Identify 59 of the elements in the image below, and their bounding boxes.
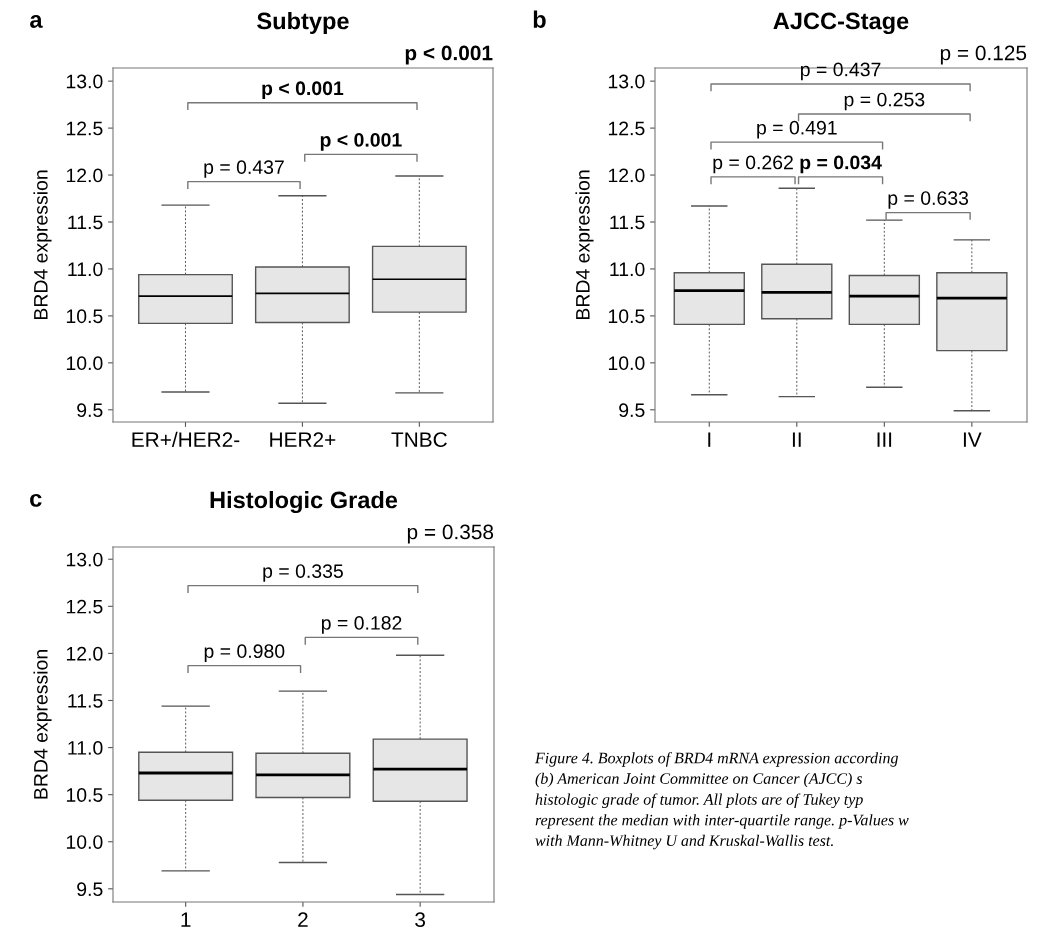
y-tick-label: 11.5 <box>68 694 103 708</box>
y-axis-title: BRD4 expression <box>33 170 52 320</box>
annotation: p = 0.437 <box>204 160 284 178</box>
text: a <box>30 14 43 28</box>
y-tick-label: 11.5 <box>610 215 645 230</box>
y-axis-title: BRD4 expression <box>575 170 594 320</box>
y-tick-label: 11.0 <box>610 262 645 277</box>
text: b <box>533 10 546 28</box>
x-tick-label: HER2+ <box>270 432 336 447</box>
text: p = 0.358 <box>407 524 494 544</box>
y-tick-label: 13.0 <box>66 552 103 567</box>
annotation: p = 0.335 <box>263 564 343 582</box>
chart-title: AJCC-Stage <box>773 12 909 35</box>
y-tick-label: 12.0 <box>66 168 103 183</box>
y-tick-label: 13.0 <box>66 74 103 89</box>
annotation: p = 0.262 <box>713 155 793 174</box>
y-tick-label: 10.5 <box>66 309 103 324</box>
y-tick-label: 10.0 <box>66 835 103 849</box>
chart-title: Histologic Grade <box>210 491 398 514</box>
x-tick-label: I <box>708 432 711 447</box>
x-tick-label: 1 <box>181 912 191 927</box>
y-tick-label: 10.5 <box>66 788 103 802</box>
x-tick-label: III <box>877 432 892 447</box>
text: p = 0.125 <box>940 45 1027 65</box>
y-tick-label: 11.5 <box>68 215 103 230</box>
annotation: p = 0.980 <box>204 644 285 662</box>
x-tick-label: II <box>792 432 801 447</box>
y-tick-label: 12.5 <box>66 599 103 614</box>
x-tick-label: ER+/HER2- <box>132 431 240 448</box>
chart-title: Subtype <box>257 12 349 35</box>
annotation: p = 0.437 <box>801 62 881 81</box>
y-tick-label: 10.0 <box>66 356 103 371</box>
annotation: p = 0.253 <box>844 92 925 111</box>
y-tick-label: 10.5 <box>608 309 645 324</box>
y-tick-label: 13.0 <box>608 74 645 89</box>
text: c <box>30 493 42 507</box>
y-axis-title: BRD4 expression <box>33 650 52 799</box>
y-tick-label: 12.0 <box>66 646 103 661</box>
annotation: p = 0.182 <box>321 616 402 634</box>
caption: Figure 4. Boxplots of BRD4 mRNA expression according (b) American Joint Committee on Cancer (AJCC) s histologic grade of tumor. All plots are of Tukey typ represent the median with inter-quartile range. p-Values w with Mann-Whitney U and Kruskal-Wallis test. <box>534 752 909 850</box>
y-tick-label: 10.0 <box>608 356 645 371</box>
x-tick-label: 3 <box>415 912 426 928</box>
y-tick-label: 11.0 <box>68 262 103 277</box>
y-tick-label: 9.5 <box>77 882 103 897</box>
annotation: p < 0.001 <box>320 133 402 151</box>
annotation: p = 0.491 <box>757 120 837 139</box>
y-tick-label: 12.5 <box>608 121 645 136</box>
x-tick-label: TNBC <box>391 432 447 448</box>
y-tick-label: 9.5 <box>619 403 645 418</box>
x-tick-label: 2 <box>298 912 308 927</box>
annotation: p = 0.034 <box>800 155 882 174</box>
annotation: p = 0.633 <box>888 191 969 209</box>
y-tick-label: 11.0 <box>68 741 103 755</box>
x-tick-label: IV <box>963 432 982 447</box>
annotation: p < 0.001 <box>262 81 344 99</box>
text: p < 0.001 <box>405 45 493 65</box>
y-tick-label: 12.5 <box>66 121 103 136</box>
y-tick-label: 12.0 <box>608 168 645 183</box>
y-tick-label: 9.5 <box>77 403 103 418</box>
